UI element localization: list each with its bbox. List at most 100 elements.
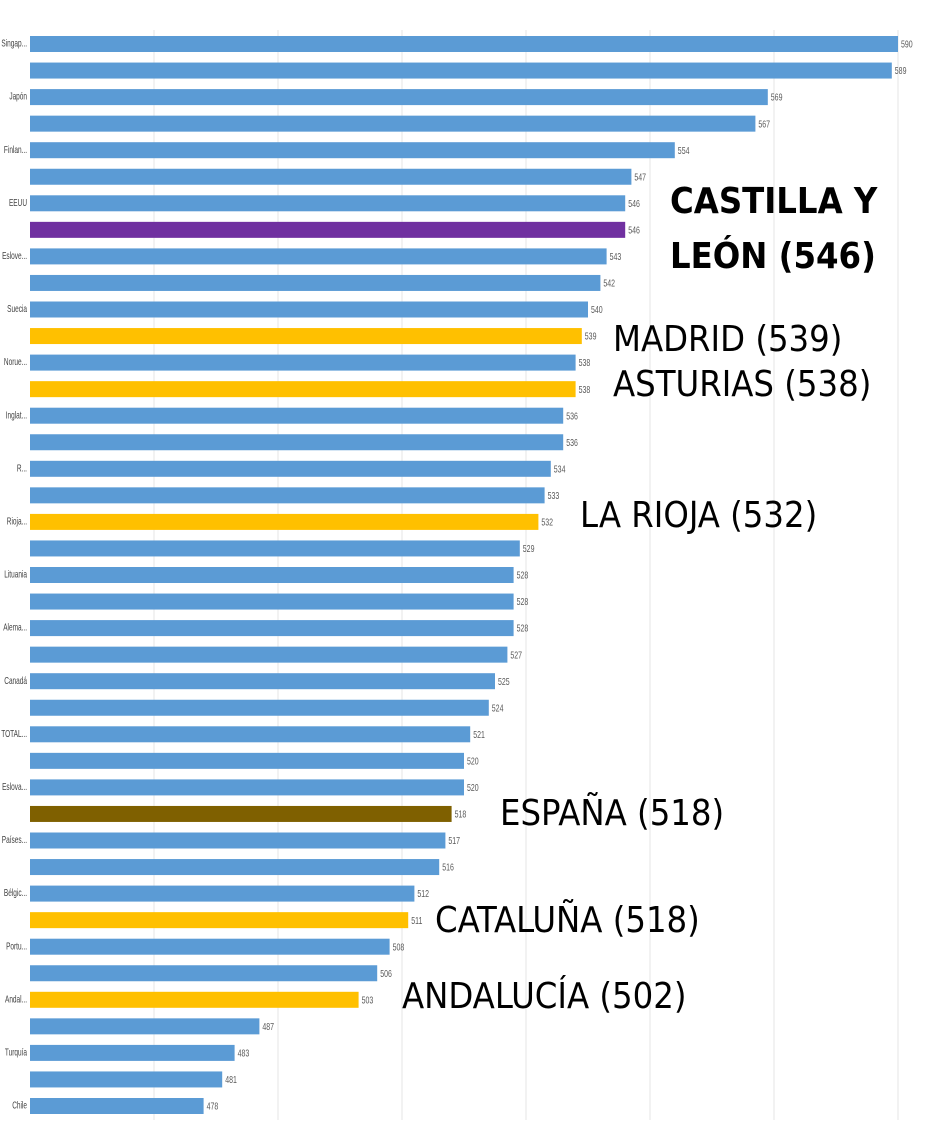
category-label: Inglat... — [6, 409, 27, 421]
value-label: 538 — [579, 357, 591, 369]
bar — [30, 593, 514, 610]
bar — [30, 487, 545, 504]
category-label: Finlan... — [4, 143, 27, 155]
value-label: 542 — [603, 277, 615, 289]
category-label: Singap... — [1, 37, 27, 49]
value-label: 511 — [411, 915, 422, 927]
bar — [30, 567, 514, 583]
bar — [30, 646, 508, 663]
bar — [30, 1018, 260, 1035]
value-label: 590 — [901, 38, 913, 50]
annotation: ANDALUCÍA (502) — [402, 975, 686, 1017]
bar — [30, 407, 564, 424]
value-label: 528 — [517, 596, 529, 608]
bar — [30, 460, 551, 477]
value-label: 569 — [771, 91, 783, 103]
category-label: Canadá — [4, 674, 27, 686]
category-label: Japón — [9, 90, 27, 102]
value-label: 536 — [566, 437, 578, 449]
value-label: 503 — [362, 994, 374, 1006]
bar — [30, 859, 440, 876]
category-label: Eslova... — [2, 781, 27, 793]
value-label: 540 — [591, 304, 603, 316]
value-label: 528 — [517, 569, 529, 581]
bar — [30, 381, 576, 398]
bar — [30, 1098, 204, 1114]
category-label: Rioja... — [7, 515, 27, 527]
annotation: ESPAÑA (518) — [500, 792, 724, 834]
bar — [30, 620, 514, 637]
bar — [30, 221, 626, 238]
bar — [30, 991, 359, 1008]
category-label: EEUU — [9, 196, 27, 208]
value-label: 529 — [523, 543, 535, 555]
value-label: 527 — [510, 649, 522, 661]
value-label: 538 — [579, 384, 591, 396]
category-label: Turquía — [5, 1046, 27, 1058]
annotation: LEÓN (546) — [670, 235, 876, 277]
category-label: Lituania — [4, 568, 27, 580]
value-label: 533 — [548, 490, 560, 502]
value-label: 546 — [628, 198, 640, 210]
category-label: TOTAL... — [1, 727, 27, 739]
category-label: Portu... — [6, 940, 27, 952]
bar — [30, 885, 415, 902]
value-label: 512 — [417, 888, 429, 900]
value-label: 532 — [541, 516, 553, 528]
bar — [30, 434, 564, 451]
annotation: MADRID (539) — [613, 319, 842, 360]
bar — [30, 912, 409, 929]
bar — [30, 354, 576, 371]
value-label: 506 — [380, 968, 392, 980]
annotation: LA RIOJA (532) — [580, 495, 817, 536]
value-label: 520 — [467, 782, 479, 794]
value-label: 508 — [393, 941, 405, 953]
bar — [30, 779, 464, 796]
value-label: 589 — [895, 65, 907, 77]
value-label: 567 — [758, 118, 770, 130]
bar — [30, 168, 632, 185]
bar — [30, 965, 378, 982]
value-label: 520 — [467, 755, 479, 767]
bar — [30, 832, 446, 849]
value-label: 539 — [585, 330, 597, 342]
value-label: 543 — [610, 251, 622, 263]
bar — [30, 540, 520, 557]
value-label: 534 — [554, 463, 566, 475]
bar — [30, 805, 452, 822]
bar — [30, 752, 464, 769]
bar — [30, 513, 539, 530]
bar — [30, 195, 626, 212]
value-label: 481 — [225, 1074, 237, 1086]
bar — [30, 274, 601, 291]
annotation: CATALUÑA (518) — [435, 899, 700, 941]
value-label: 536 — [566, 410, 578, 422]
value-label: 525 — [498, 676, 510, 688]
bar — [30, 938, 390, 955]
value-label: 524 — [492, 702, 504, 714]
category-label: Chile — [12, 1099, 27, 1111]
bar — [30, 328, 582, 345]
bar — [30, 36, 898, 52]
value-label: 478 — [207, 1100, 219, 1112]
bar — [30, 142, 675, 159]
value-label: 518 — [455, 808, 467, 820]
value-label: 528 — [517, 622, 529, 634]
bar — [30, 89, 768, 106]
value-label: 483 — [238, 1047, 250, 1059]
bar — [30, 115, 756, 132]
value-label: 554 — [678, 145, 690, 157]
bar — [30, 62, 892, 79]
bar — [30, 301, 588, 318]
value-label: 546 — [628, 224, 640, 236]
bar — [30, 248, 607, 265]
annotation: ASTURIAS (538) — [613, 364, 871, 405]
bar — [30, 673, 495, 690]
value-label: 487 — [262, 1021, 274, 1033]
category-label: Eslove... — [2, 250, 27, 262]
value-label: 517 — [448, 835, 460, 847]
bar — [30, 1044, 235, 1061]
value-label: 516 — [442, 861, 454, 873]
category-label: R... — [17, 462, 27, 474]
